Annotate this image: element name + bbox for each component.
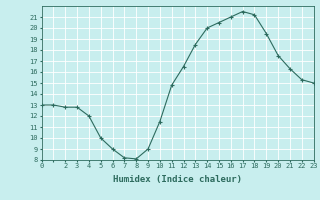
X-axis label: Humidex (Indice chaleur): Humidex (Indice chaleur): [113, 175, 242, 184]
